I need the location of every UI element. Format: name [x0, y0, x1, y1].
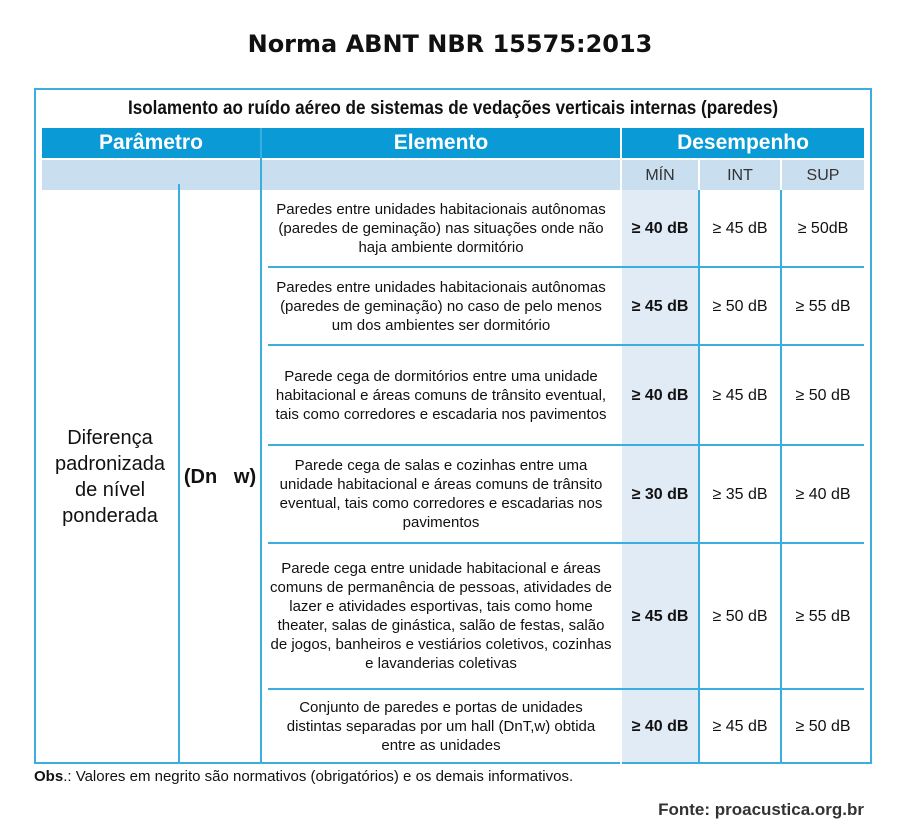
min-value: ≥ 30 dB — [622, 446, 698, 542]
divider — [260, 128, 262, 764]
header-elemento: Elemento — [262, 128, 620, 158]
divider — [698, 190, 700, 764]
sup-value: ≥ 50 dB — [795, 717, 851, 735]
min-value: ≥ 45 dB — [622, 268, 698, 344]
page-title: Norma ABNT NBR 15575:2013 — [247, 30, 653, 58]
int-value: ≥ 45 dB — [712, 717, 768, 735]
element-cell: Conjunto de paredes e portas de unidades… — [286, 698, 596, 754]
min-value: ≥ 40 dB — [622, 346, 698, 444]
element-cell: Parede cega de dormitórios entre uma uni… — [275, 367, 607, 423]
min-value: ≥ 45 dB — [622, 544, 698, 688]
row-divider — [268, 344, 864, 346]
row-divider — [268, 542, 864, 544]
parameter-name: Diferença padronizada de nível ponderada — [54, 427, 166, 527]
element-cell: Paredes entre unidades habitacionais aut… — [276, 200, 606, 256]
element-cell: Parede cega de salas e cozinhas entre um… — [279, 457, 603, 531]
obs-text: .: Valores em negrito são normativos (ob… — [63, 768, 574, 785]
int-value: ≥ 50 dB — [712, 297, 768, 315]
header-desempenho: Desempenho — [622, 128, 864, 158]
int-value: ≥ 35 dB — [712, 485, 768, 503]
table-caption: Isolamento ao ruído aéreo de sistemas de… — [127, 98, 779, 119]
sup-value: ≥ 40 dB — [795, 485, 851, 503]
subheader-blank — [262, 160, 620, 190]
sup-value: ≥ 50dB — [797, 219, 849, 237]
int-value: ≥ 50 dB — [712, 607, 768, 625]
level-min: MÍN — [622, 160, 698, 190]
subheader-blank — [42, 160, 260, 190]
obs-label: Obs — [34, 768, 64, 785]
source: Fonte: proacustica.org.br — [658, 800, 864, 819]
element-cell: Parede cega entre unidade habitacional e… — [270, 560, 612, 672]
sup-value: ≥ 55 dB — [795, 297, 851, 315]
sup-value: ≥ 50 dB — [795, 386, 851, 404]
divider — [620, 128, 622, 764]
element-cell: Paredes entre unidades habitacionais aut… — [276, 278, 606, 334]
header-parametro: Parâmetro — [42, 128, 260, 158]
row-divider — [268, 444, 864, 446]
int-value: ≥ 45 dB — [712, 386, 768, 404]
performance-table: Isolamento ao ruído aéreo de sistemas de… — [34, 88, 872, 764]
row-divider — [268, 688, 864, 690]
min-value: ≥ 40 dB — [622, 690, 698, 762]
parameter-symbol: (Dn w) — [183, 465, 257, 488]
level-sup: SUP — [782, 160, 864, 190]
min-value: ≥ 40 dB — [622, 190, 698, 266]
row-divider — [268, 266, 864, 268]
observation: Obs.: Valores em negrito são normativos … — [34, 768, 573, 785]
divider — [178, 184, 180, 764]
divider — [780, 190, 782, 764]
sup-value: ≥ 55 dB — [795, 607, 851, 625]
level-int: INT — [700, 160, 780, 190]
int-value: ≥ 45 dB — [712, 219, 768, 237]
